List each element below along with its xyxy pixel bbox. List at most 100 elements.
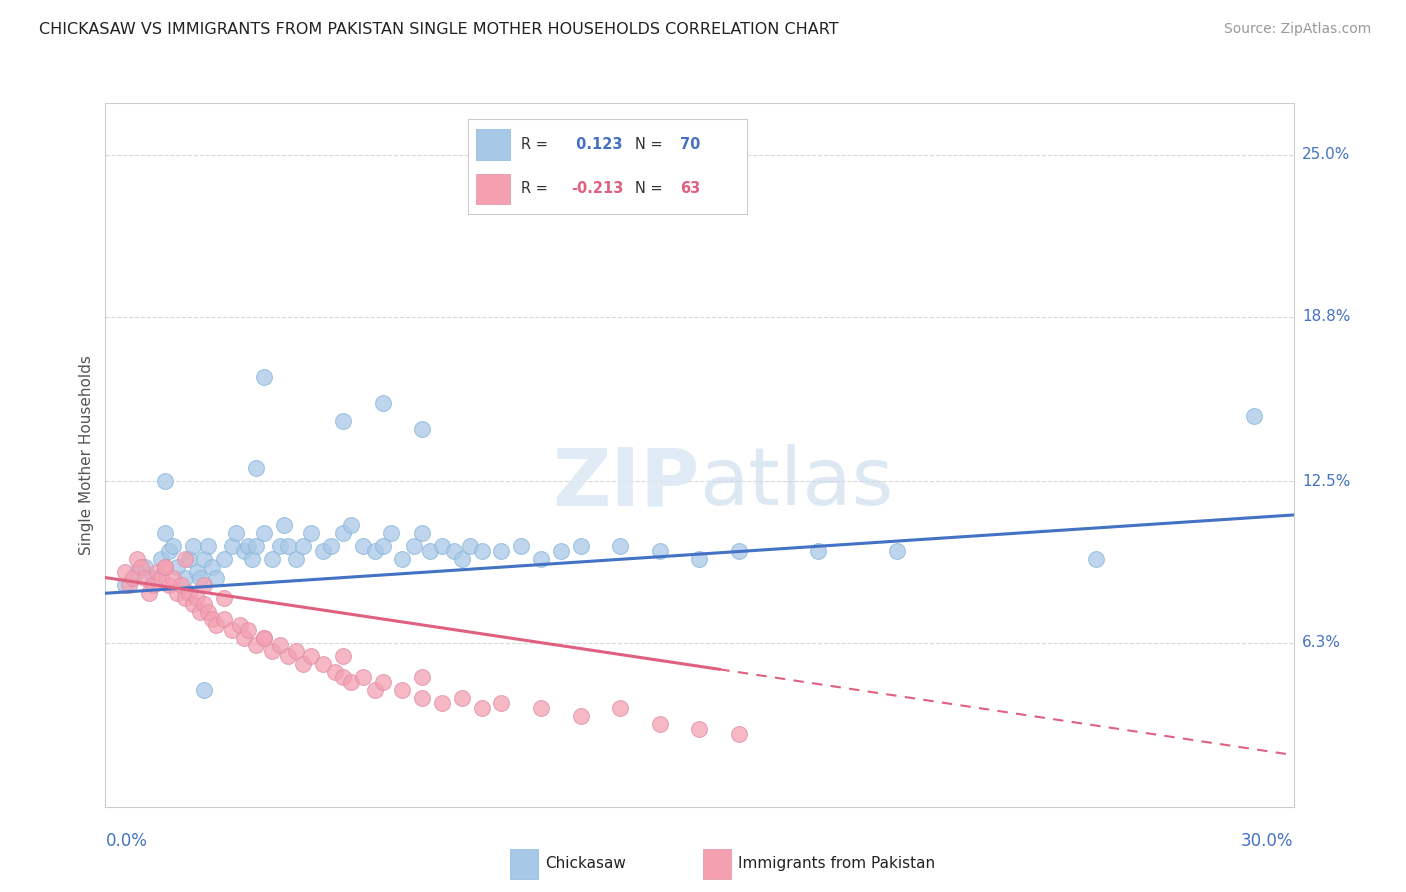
Point bbox=[332, 648, 354, 663]
Point bbox=[142, 578, 165, 592]
Point bbox=[284, 643, 307, 657]
Point bbox=[352, 670, 374, 684]
Point bbox=[411, 526, 433, 541]
Point bbox=[371, 395, 394, 409]
Point bbox=[240, 552, 263, 566]
Point bbox=[332, 414, 354, 428]
Point bbox=[122, 571, 145, 585]
Point bbox=[153, 526, 176, 541]
Point bbox=[340, 518, 363, 533]
Point bbox=[886, 544, 908, 558]
Point bbox=[260, 552, 283, 566]
Point bbox=[186, 591, 208, 606]
Point bbox=[269, 639, 291, 653]
Point bbox=[229, 617, 252, 632]
Point bbox=[411, 670, 433, 684]
Point bbox=[127, 566, 149, 580]
Point bbox=[277, 648, 299, 663]
Point bbox=[807, 544, 830, 558]
Point bbox=[149, 571, 172, 585]
Point bbox=[245, 639, 267, 653]
Point bbox=[277, 539, 299, 553]
Point bbox=[332, 670, 354, 684]
Point bbox=[530, 701, 553, 715]
Point bbox=[197, 539, 219, 553]
Point bbox=[430, 696, 453, 710]
Point bbox=[569, 709, 592, 723]
Point bbox=[340, 675, 363, 690]
Point bbox=[146, 566, 169, 580]
Point bbox=[391, 682, 413, 697]
Point bbox=[450, 690, 472, 705]
Point bbox=[129, 560, 152, 574]
Text: Immigrants from Pakistan: Immigrants from Pakistan bbox=[738, 855, 935, 871]
Text: 30.0%: 30.0% bbox=[1241, 832, 1294, 850]
Point bbox=[253, 369, 276, 384]
Point bbox=[530, 552, 553, 566]
Point bbox=[173, 591, 195, 606]
Point bbox=[225, 526, 247, 541]
Point bbox=[269, 539, 291, 553]
Text: 12.5%: 12.5% bbox=[1302, 474, 1350, 489]
Point bbox=[471, 544, 494, 558]
Point bbox=[201, 612, 224, 626]
Text: atlas: atlas bbox=[700, 444, 894, 522]
Point bbox=[149, 552, 172, 566]
Point bbox=[127, 552, 149, 566]
Point bbox=[253, 631, 276, 645]
Point bbox=[1243, 409, 1265, 423]
Point bbox=[173, 571, 195, 585]
Point bbox=[186, 566, 208, 580]
Point bbox=[233, 544, 256, 558]
Point bbox=[364, 682, 387, 697]
Point bbox=[1084, 552, 1107, 566]
Point bbox=[221, 539, 243, 553]
Point bbox=[352, 539, 374, 553]
Point bbox=[728, 727, 751, 741]
Point bbox=[411, 690, 433, 705]
Text: 18.8%: 18.8% bbox=[1302, 310, 1350, 324]
Point bbox=[728, 544, 751, 558]
Point bbox=[177, 552, 200, 566]
Point bbox=[371, 539, 394, 553]
Point bbox=[648, 716, 671, 731]
Point bbox=[166, 586, 188, 600]
Point bbox=[458, 539, 481, 553]
Point bbox=[404, 539, 426, 553]
Point bbox=[181, 597, 204, 611]
Point bbox=[471, 701, 494, 715]
Point bbox=[380, 526, 402, 541]
Point bbox=[173, 552, 195, 566]
Text: 25.0%: 25.0% bbox=[1302, 147, 1350, 162]
Point bbox=[411, 422, 433, 436]
Bar bbox=[510, 849, 537, 879]
Point bbox=[689, 722, 711, 736]
Text: 0.0%: 0.0% bbox=[105, 832, 148, 850]
Text: 6.3%: 6.3% bbox=[1302, 635, 1341, 650]
Text: Chickasaw: Chickasaw bbox=[546, 855, 627, 871]
Point bbox=[177, 586, 200, 600]
Point bbox=[193, 682, 215, 697]
Text: CHICKASAW VS IMMIGRANTS FROM PAKISTAN SINGLE MOTHER HOUSEHOLDS CORRELATION CHART: CHICKASAW VS IMMIGRANTS FROM PAKISTAN SI… bbox=[39, 22, 839, 37]
Point bbox=[197, 605, 219, 619]
Point bbox=[193, 597, 215, 611]
Point bbox=[284, 552, 307, 566]
Point bbox=[236, 623, 259, 637]
Point bbox=[157, 578, 180, 592]
Point bbox=[162, 571, 184, 585]
Point bbox=[134, 560, 156, 574]
Point bbox=[190, 605, 212, 619]
Point bbox=[371, 675, 394, 690]
Point bbox=[312, 657, 335, 671]
Point bbox=[253, 631, 276, 645]
Point bbox=[391, 552, 413, 566]
Point bbox=[292, 539, 315, 553]
Point bbox=[245, 461, 267, 475]
Point bbox=[245, 539, 267, 553]
Point bbox=[118, 578, 141, 592]
Point bbox=[491, 544, 513, 558]
Point bbox=[153, 560, 176, 574]
Point bbox=[153, 560, 176, 574]
Point bbox=[193, 578, 215, 592]
Point bbox=[689, 552, 711, 566]
